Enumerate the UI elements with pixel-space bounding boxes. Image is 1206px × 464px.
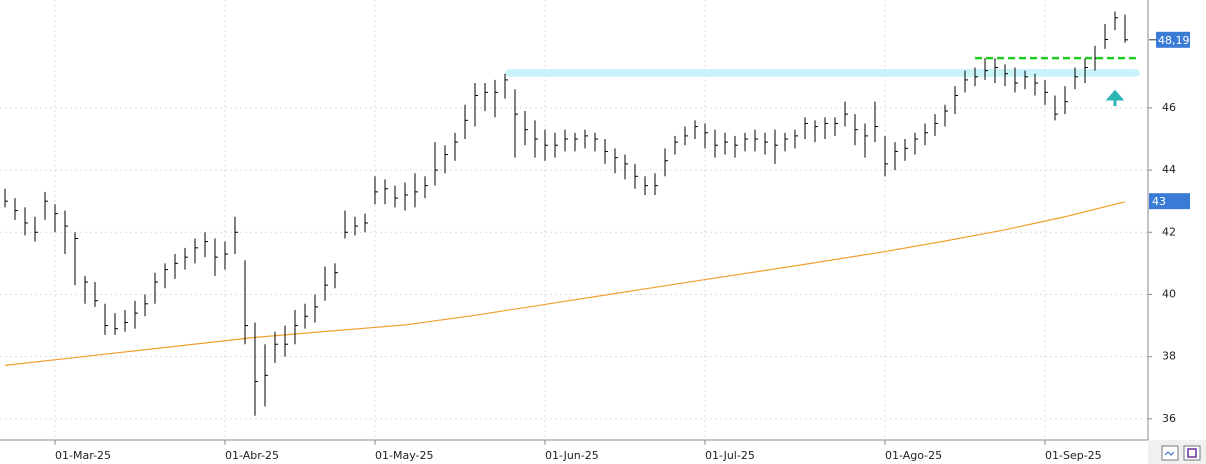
support-zone [505, 69, 1140, 77]
y-tick-label: 38 [1162, 350, 1176, 363]
x-tick-label: 01-Jun-25 [545, 449, 599, 462]
ma-price-label: 43 [1152, 195, 1166, 208]
x-tick-label: 01-Jul-25 [705, 449, 755, 462]
y-tick-label: 40 [1162, 287, 1176, 300]
moving-average [4, 201, 1126, 366]
y-tick-label: 36 [1162, 412, 1176, 425]
last-price-label: 48,19 [1158, 34, 1190, 47]
save-icon [1187, 448, 1197, 458]
x-tick-label: 01-Mar-25 [55, 449, 111, 462]
ma-price-box [1149, 193, 1190, 210]
x-tick-label: 01-Abr-25 [225, 449, 279, 462]
x-tick-label: 01-May-25 [375, 449, 433, 462]
scale-icon [1164, 451, 1175, 456]
last-price-box [1156, 31, 1190, 48]
x-tick-label: 01-Sep-25 [1045, 449, 1102, 462]
y-tick-label: 46 [1162, 101, 1176, 114]
save-button[interactable] [1183, 445, 1201, 461]
scale-button[interactable] [1161, 445, 1179, 461]
x-tick-label: 01-Ago-25 [885, 449, 942, 462]
up-arrow [1105, 89, 1125, 106]
y-tick-label: 44 [1162, 163, 1176, 176]
y-tick-label: 42 [1162, 225, 1176, 238]
